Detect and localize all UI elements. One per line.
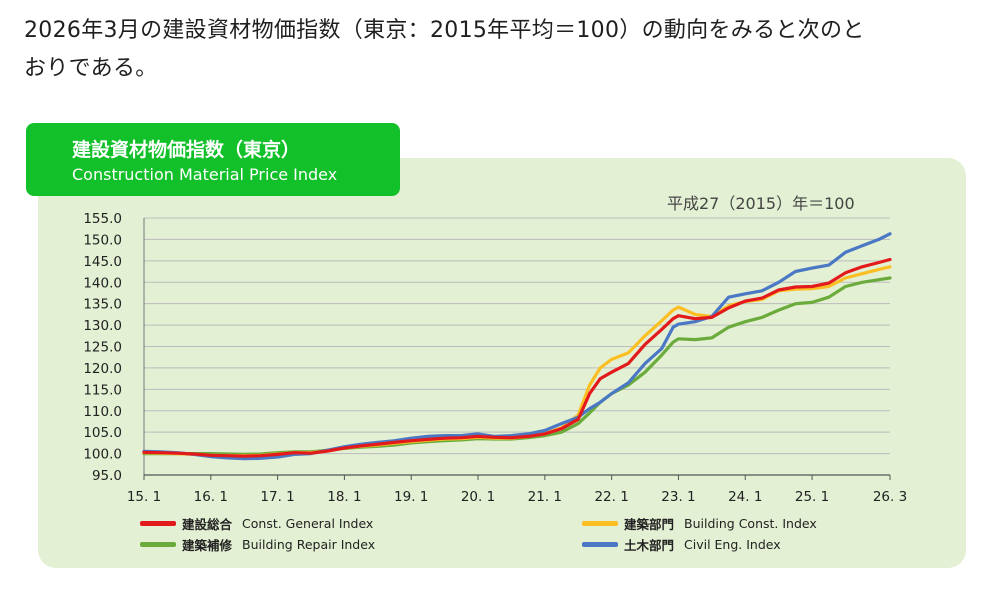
x-tick-label: 19. 1: [394, 489, 428, 505]
legend-label-jp-general: 建設総合: [182, 517, 233, 532]
legend-label-en-building: Building Const. Index: [684, 516, 817, 531]
series-line-building: [142, 265, 892, 458]
legend-item-repair: 建築補修 Building Repair Index: [140, 535, 375, 554]
y-tick-label: 95.0: [92, 468, 122, 484]
legend-swatch-general: [140, 521, 176, 526]
legend-label-en-repair: Building Repair Index: [242, 537, 376, 552]
y-tick-label: 105.0: [83, 425, 122, 441]
series-line-civil: [142, 232, 892, 461]
base-year-note: 平成27（2015）年＝100: [667, 194, 855, 213]
y-tick-label: 100.0: [83, 447, 122, 463]
y-tick-label: 110.0: [83, 404, 122, 420]
x-tick-label: 22. 1: [594, 489, 628, 505]
x-tick-label: 25. 1: [795, 489, 829, 505]
y-tick-label: 125.0: [83, 340, 122, 356]
series-line-repair: [142, 276, 892, 456]
y-tick-label: 155.0: [83, 211, 122, 227]
intro-line-1: 2026年3月の建設資材物価指数（東京：2015年平均＝100）の動向をみると次…: [24, 18, 865, 43]
chart-title-badge: 建設資材物価指数（東京） Construction Material Price…: [26, 123, 400, 196]
intro-line-2: おりである。: [24, 56, 158, 81]
legend-label-jp-building: 建築部門: [624, 517, 675, 532]
y-tick-label: 130.0: [83, 318, 122, 334]
x-tick-label: 24. 1: [728, 489, 762, 505]
y-tick-label: 140.0: [83, 275, 122, 291]
y-tick-label: 150.0: [83, 232, 122, 248]
legend-swatch-repair: [140, 542, 176, 547]
series-line-general: [142, 257, 892, 458]
y-tick-label: 115.0: [83, 382, 122, 398]
x-tick-label: 23. 1: [661, 489, 695, 505]
x-tick-label: 20. 1: [461, 489, 495, 505]
x-tick-label: 18. 1: [327, 489, 361, 505]
x-tick-label: 26. 3: [873, 489, 907, 505]
x-tick-label: 17. 1: [260, 489, 294, 505]
x-axis-ticks: 15. 1 16. 1 17. 1 18. 1 19. 1 20. 1 21. 1 22. 1…: [127, 475, 907, 505]
chart-panel: [38, 158, 966, 568]
y-tick-label: 135.0: [83, 297, 122, 313]
legend-swatch-civil: [582, 542, 618, 547]
axes: [143, 218, 890, 476]
legend-swatch-building: [582, 521, 618, 526]
y-tick-label: 120.0: [83, 361, 122, 377]
legend-item-general: 建設総合 Const. General Index: [140, 514, 373, 533]
x-tick-label: 15. 1: [127, 489, 161, 505]
y-tick-label: 145.0: [83, 254, 122, 270]
series-lines: [142, 232, 892, 461]
x-tick-label: 21. 1: [528, 489, 562, 505]
y-axis-ticks: 155.0 150.0 145.0 140.0 135.0 130.0 125.0 120.0…: [83, 211, 122, 484]
chart-title-jp: 建設資材物価指数（東京）: [72, 139, 301, 161]
chart-title-en: Construction Material Price Index: [72, 165, 338, 184]
grid-lines: [144, 217, 890, 476]
legend-item-building: 建築部門 Building Const. Index: [582, 514, 817, 533]
legend-label-en-general: Const. General Index: [242, 516, 374, 531]
legend-item-civil: 土木部門 Civil Eng. Index: [582, 535, 781, 554]
legend-label-jp-civil: 土木部門: [624, 538, 675, 553]
x-tick-label: 16. 1: [194, 489, 228, 505]
legend-label-jp-repair: 建築補修: [182, 538, 233, 553]
intro-text: 2026年3月の建設資材物価指数（東京：2015年平均＝100）の動向をみると次…: [24, 12, 974, 88]
legend-label-en-civil: Civil Eng. Index: [684, 537, 781, 552]
